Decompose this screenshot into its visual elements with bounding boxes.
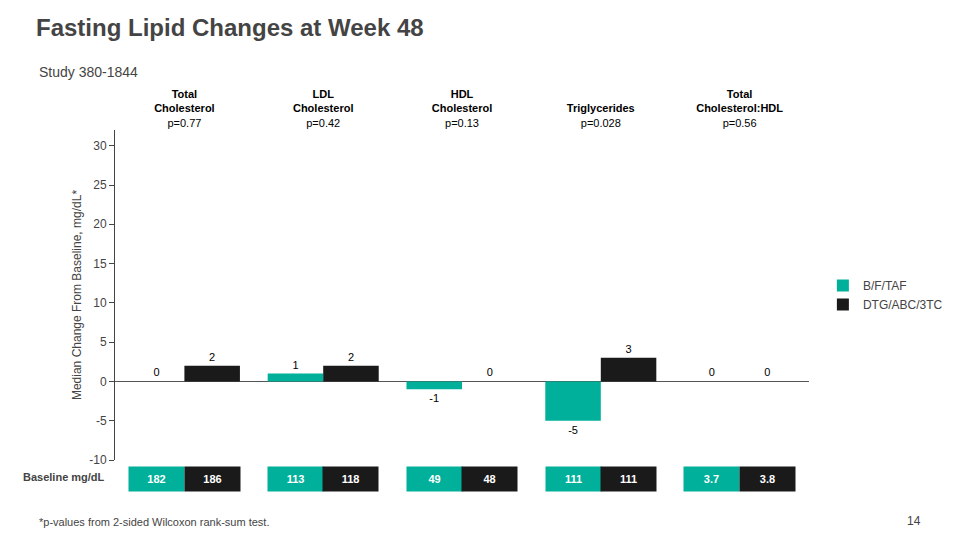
svg-text:48: 48 (483, 473, 495, 485)
svg-text:3.7: 3.7 (704, 473, 719, 485)
svg-text:118: 118 (342, 473, 360, 485)
svg-text:0: 0 (100, 375, 107, 389)
svg-text:Baseline mg/dL: Baseline mg/dL (23, 471, 105, 483)
svg-text:0: 0 (487, 366, 493, 378)
svg-text:-10: -10 (89, 453, 107, 467)
svg-text:DTG/ABC/3TC: DTG/ABC/3TC (863, 298, 943, 312)
svg-text:30: 30 (93, 139, 107, 153)
svg-text:1: 1 (292, 359, 298, 371)
svg-text:14: 14 (907, 514, 921, 528)
svg-text:Median Change From Baseline, m: Median Change From Baseline, mg/dL* (70, 190, 84, 400)
svg-text:0: 0 (154, 366, 160, 378)
svg-text:3: 3 (625, 343, 631, 355)
svg-text:-5: -5 (96, 414, 107, 428)
svg-text:15: 15 (93, 257, 107, 271)
svg-text:5: 5 (100, 335, 107, 349)
svg-text:0: 0 (709, 366, 715, 378)
svg-text:0: 0 (764, 366, 770, 378)
svg-text:2: 2 (209, 351, 215, 363)
svg-text:113: 113 (287, 473, 305, 485)
svg-text:182: 182 (147, 473, 165, 485)
svg-text:3.8: 3.8 (760, 473, 775, 485)
svg-text:*p-values from 2-sided Wilcoxo: *p-values from 2-sided Wilcoxon rank-sum… (39, 516, 269, 528)
svg-text:TotalCholesterolp=0.77: TotalCholesterolp=0.77 (154, 88, 215, 129)
svg-text:111: 111 (565, 473, 582, 485)
svg-text:LDLCholesterolp=0.42: LDLCholesterolp=0.42 (293, 88, 354, 129)
svg-text:49: 49 (428, 473, 440, 485)
svg-text:B/F/TAF: B/F/TAF (863, 279, 907, 293)
svg-text:-5: -5 (568, 424, 578, 436)
svg-text:Fasting Lipid Changes at Week: Fasting Lipid Changes at Week 48 (36, 14, 424, 41)
svg-text:20: 20 (93, 217, 107, 231)
svg-text:TotalCholesterol:HDLp=0.56: TotalCholesterol:HDLp=0.56 (696, 88, 783, 129)
svg-text:Study 380-1844: Study 380-1844 (39, 64, 138, 80)
svg-text:186: 186 (203, 473, 221, 485)
svg-text:Triglyceridesp=0.028: Triglyceridesp=0.028 (567, 103, 635, 129)
svg-text:111: 111 (620, 473, 637, 485)
svg-text:25: 25 (93, 178, 107, 192)
svg-text:10: 10 (93, 296, 107, 310)
svg-text:2: 2 (348, 351, 354, 363)
svg-text:-1: -1 (429, 392, 439, 404)
svg-text:HDLCholesterolp=0.13: HDLCholesterolp=0.13 (432, 88, 493, 129)
